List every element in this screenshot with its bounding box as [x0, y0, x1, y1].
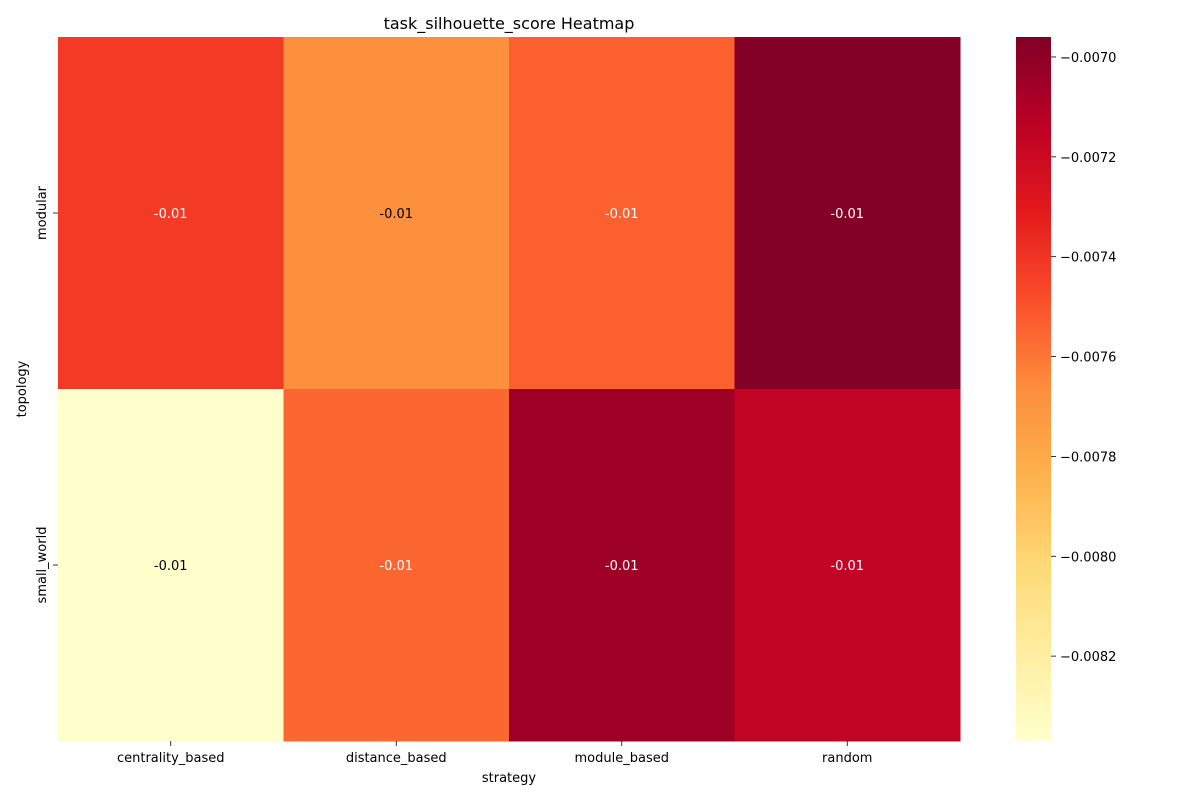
heatmap-cell-value: -0.01 [830, 559, 864, 574]
colorbar-tick-label: −0.0080 [1060, 550, 1116, 565]
colorbar-tick-label: −0.0072 [1060, 151, 1116, 166]
x-tick-label: module_based [575, 751, 669, 766]
heatmap-cell [58, 37, 284, 390]
colorbar [1016, 37, 1051, 741]
colorbar-tick-label: −0.0076 [1060, 351, 1116, 366]
y-tick-label: modular [35, 185, 50, 240]
heatmap-cell-value: -0.01 [605, 207, 639, 222]
chart-title: task_silhouette_score Heatmap [384, 14, 635, 34]
y-axis-ticks: modular small_world [35, 185, 58, 603]
x-axis-ticks: centrality_based distance_based module_bas… [117, 741, 872, 766]
colorbar-tick-label: −0.0078 [1060, 450, 1116, 465]
heatmap-cell [58, 389, 284, 742]
colorbar-tick-label: −0.0074 [1060, 251, 1116, 266]
heatmap-cell [283, 37, 510, 390]
heatmap-cell-value: -0.01 [830, 207, 864, 222]
x-tick-label: centrality_based [117, 751, 225, 766]
heatmap-cell-value: -0.01 [605, 559, 639, 574]
colorbar-tick-label: −0.0070 [1060, 51, 1116, 66]
x-axis-label: strategy [482, 771, 537, 786]
heatmap-cell [734, 37, 961, 390]
heatmap-cell-value: -0.01 [379, 559, 413, 574]
heatmap-cell-value: -0.01 [379, 207, 413, 222]
colorbar-tick-label: −0.0082 [1060, 650, 1116, 665]
heatmap-cell-value: -0.01 [154, 207, 188, 222]
heatmap-cells [58, 37, 961, 742]
y-tick-label: small_world [35, 527, 50, 604]
x-tick-label: random [822, 751, 872, 766]
colorbar-ticks: −0.0070 −0.0072 −0.0074 −0.0076 −0.0078 −0.00… [1051, 51, 1116, 665]
heatmap-cell [509, 37, 735, 390]
heatmap-cell-labels: -0.01 -0.01 -0.01 -0.01 -0.01 -0.01 -0.01 -0.01 [154, 207, 864, 574]
heatmap-cell [509, 389, 735, 742]
heatmap-cell-value: -0.01 [154, 559, 188, 574]
heatmap-cell [283, 389, 510, 742]
y-axis-label: topology [15, 360, 30, 417]
heatmap-cell [734, 389, 961, 742]
x-tick-label: distance_based [346, 751, 447, 766]
